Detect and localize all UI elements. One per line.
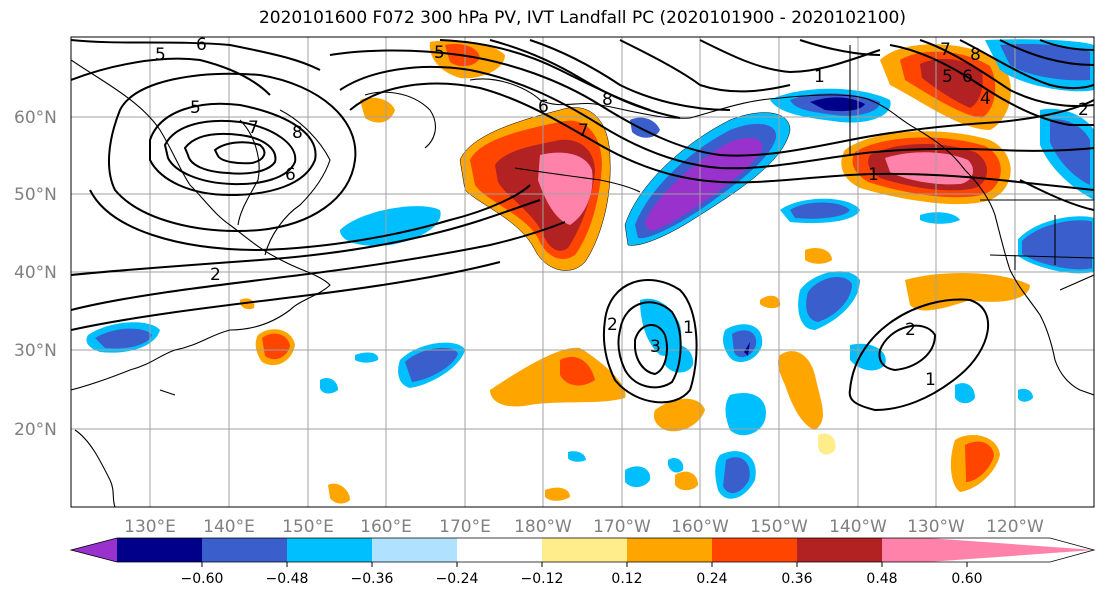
contour-label: 1 [925,370,936,390]
lat-label: 40°N [14,263,57,283]
colorbar-segment [712,538,797,562]
contour-label: 7 [248,118,259,138]
contour-label: 8 [602,90,613,110]
colorbar-tick-label: 0.24 [696,571,727,587]
lon-label: 160°W [671,517,729,537]
contour-label: 5 [942,67,953,87]
colorbar-tick-label: −0.36 [351,571,394,587]
lon-label: 170°W [593,517,651,537]
contour-labels: 6 5 5 7 8 6 2 5 6 7 8 1 7 8 6 5 4 1 2 3 … [155,35,1089,390]
contour-label: 6 [538,97,549,117]
lon-label: 140°E [203,517,255,537]
contour-label: 6 [196,35,207,55]
latitude-labels: 60°N 50°N 40°N 30°N 20°N [14,108,57,440]
map-title: 2020101600 F072 300 hPa PV, IVT Landfall… [258,8,906,28]
lon-label: 150°W [750,517,808,537]
colorbar-segment [287,538,372,562]
colorbar-segment [457,538,542,562]
colorbar-segment [797,538,882,562]
colorbar: −0.60 −0.48 −0.36 −0.24 −0.12 0.12 0.24 … [69,537,1096,587]
lon-label: 170°E [439,517,491,537]
contour-label: 5 [434,43,445,63]
colorbar-outline [69,537,1096,563]
contour-label: 1 [683,318,694,338]
contour-label: 5 [190,98,201,118]
colorbar-extend-low [71,538,117,562]
contour-label: 7 [578,121,589,141]
longitude-labels: 130°E 140°E 150°E 160°E 170°E 180°W 170°… [124,517,1044,537]
colorbar-tick-label: 0.48 [866,571,897,587]
lon-label: 180°W [514,517,572,537]
lat-label: 20°N [14,420,57,440]
lon-label: 150°E [282,517,334,537]
map-frame [70,36,1095,508]
colorbar-extend-high [928,538,1094,562]
colorbar-segment [117,538,202,562]
colorbar-tick-label: 0.12 [611,571,642,587]
lon-label: 120°W [986,517,1044,537]
contour-label: 1 [868,165,879,185]
colorbar-segment [627,538,712,562]
lat-label: 30°N [14,341,57,361]
contour-label: 2 [607,315,618,335]
lon-label: 130°W [907,517,965,537]
contour-label: 1 [814,67,825,87]
colorbar-tick-label: −0.12 [521,571,564,587]
colorbar-tick-label: −0.60 [181,571,224,587]
lat-label: 60°N [14,108,57,128]
ivt-contours [71,39,1094,412]
lon-label: 130°E [124,517,176,537]
contour-label: 6 [962,67,973,87]
colorbar-tick-label: 0.60 [951,571,982,587]
contour-label: 8 [292,123,303,143]
lon-label: 160°E [360,517,412,537]
contour-label: 3 [650,337,661,357]
colorbar-tick-label: −0.24 [436,571,479,587]
colorbar-segment [372,538,457,562]
contour-label: 5 [155,45,166,65]
colorbar-segment [882,538,928,562]
colorbar-segment [542,538,627,562]
contour-label: 2 [1078,100,1089,120]
lat-label: 50°N [14,185,57,205]
contour-label: 2 [210,265,221,285]
colorbar-tick-label: 0.36 [781,571,812,587]
contour-label: 4 [980,89,991,109]
contour-label: 2 [905,320,916,340]
contour-label: 7 [940,40,951,60]
colorbar-tick-label: −0.48 [266,571,309,587]
contour-label: 8 [970,45,981,65]
colorbar-segment [202,538,287,562]
contour-label: 6 [285,165,296,185]
graticule [71,37,1094,507]
lon-label: 140°W [829,517,887,537]
